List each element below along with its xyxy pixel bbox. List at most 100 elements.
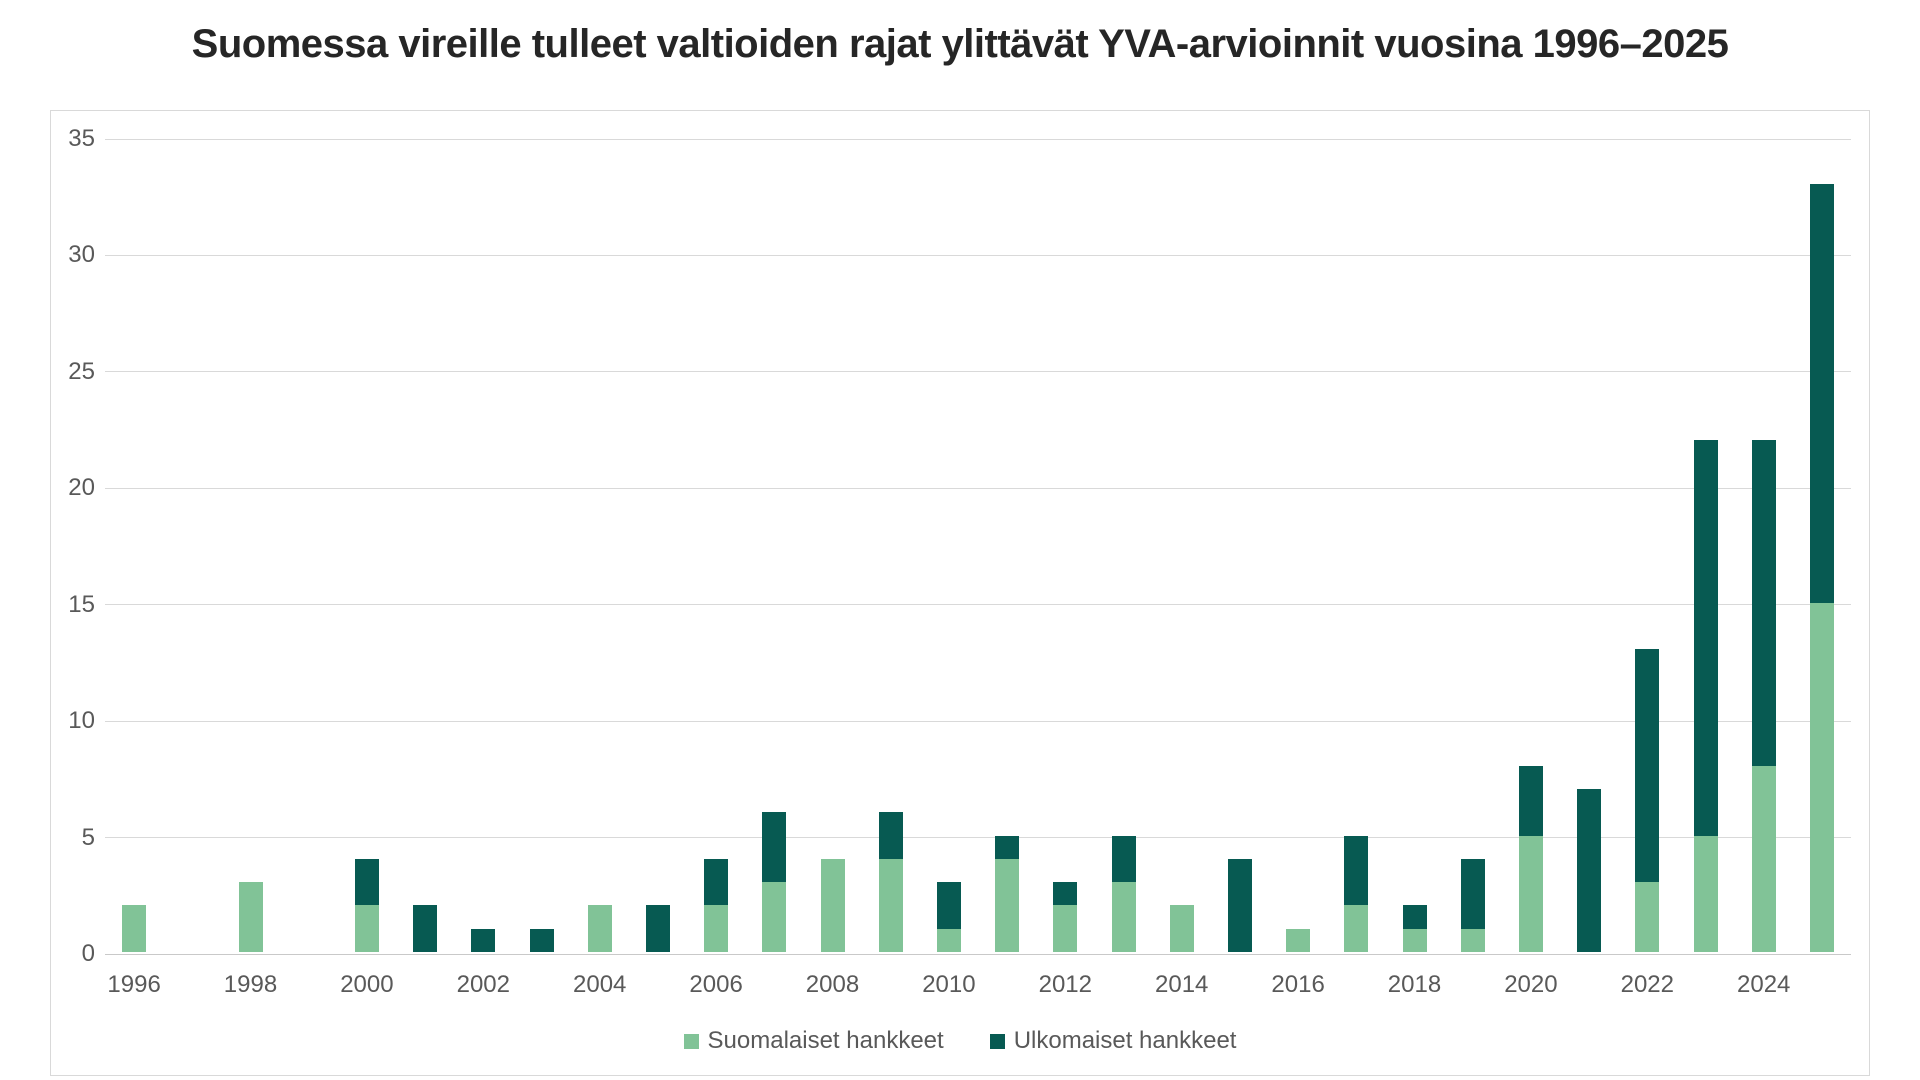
bar-2003-ulkomaiset-segment (529, 928, 554, 952)
bar-2024-suomalaiset-segment (1751, 765, 1776, 952)
bar-2006-ulkomaiset-segment (704, 858, 729, 906)
bar-2023-suomalaiset-segment (1693, 835, 1718, 952)
bar-2011-ulkomaiset-segment (995, 835, 1020, 859)
bar-2020-suomalaiset-segment (1518, 835, 1543, 952)
bar-2015 (1227, 858, 1252, 952)
bar-2021 (1577, 789, 1602, 952)
bar-2000 (354, 858, 379, 952)
y-tick-label-10: 10 (68, 707, 95, 735)
x-tick-label-2012: 2012 (1038, 971, 1092, 998)
bar-2019 (1460, 858, 1485, 952)
bar-2004 (587, 905, 612, 952)
bar-2013-suomalaiset-segment (1111, 882, 1136, 952)
x-tick-label-2010: 2010 (922, 971, 976, 998)
y-tick-label-25: 25 (68, 357, 95, 385)
bar-2018 (1402, 905, 1427, 952)
bar-2025-ulkomaiset-segment (1809, 183, 1834, 603)
bar-2011 (995, 835, 1020, 952)
y-tick-label-15: 15 (68, 590, 95, 618)
gridline-20 (105, 487, 1851, 489)
plot-area: 0 5 10 15 20 25 30 35 1996 1998 2000 2002 2004 2006 20… (51, 111, 1869, 1075)
y-tick-label-20: 20 (68, 474, 95, 502)
bar-2000-ulkomaiset-segment (354, 858, 379, 906)
bar-2010-suomalaiset-segment (936, 928, 961, 952)
bar-2005-ulkomaiset-segment (645, 905, 670, 952)
bar-2025-suomalaiset-segment (1809, 602, 1834, 952)
bar-2007 (762, 812, 787, 952)
x-tick-label-2024: 2024 (1736, 971, 1791, 998)
x-tick-label-2008: 2008 (805, 971, 860, 998)
bar-2021-ulkomaiset-segment (1577, 789, 1602, 952)
gridline-5 (105, 837, 1851, 839)
bar-2016-suomalaiset-segment (1286, 928, 1311, 952)
bar-1996 (122, 905, 147, 952)
bar-2014-suomalaiset-segment (1169, 905, 1194, 952)
bar-2022-ulkomaiset-segment (1635, 649, 1660, 883)
bar-2008 (820, 858, 845, 952)
bar-2018-suomalaiset-segment (1402, 928, 1427, 952)
x-axis-line (105, 953, 1851, 955)
bar-2020 (1518, 765, 1543, 952)
x-tick-label-2006: 2006 (689, 971, 743, 998)
bar-1998 (238, 882, 263, 952)
x-tick-label-2002: 2002 (456, 971, 510, 998)
bar-2020-ulkomaiset-segment (1518, 765, 1543, 836)
y-tick-label-35: 35 (68, 125, 95, 152)
bar-2023 (1693, 439, 1718, 952)
bar-2025 (1809, 183, 1834, 952)
x-tick-label-1996: 1996 (107, 971, 161, 998)
bar-2010-ulkomaiset-segment (936, 882, 961, 929)
chart-legend: Suomalaiset hankkeet Ulkomaiset hankkeet (51, 1027, 1869, 1055)
bar-2009-suomalaiset-segment (878, 858, 903, 952)
gridline-35 (105, 138, 1851, 140)
bar-2024-ulkomaiset-segment (1751, 439, 1776, 766)
bar-2016 (1286, 928, 1311, 952)
bar-2014 (1169, 905, 1194, 952)
bar-2019-suomalaiset-segment (1460, 928, 1485, 952)
bar-2019-ulkomaiset-segment (1460, 858, 1485, 929)
bar-2012-ulkomaiset-segment (1053, 882, 1078, 906)
gridline-25 (105, 371, 1851, 373)
gridline-30 (105, 254, 1851, 256)
bar-2017 (1344, 835, 1369, 952)
bar-2022-suomalaiset-segment (1635, 882, 1660, 952)
x-tick-label-2022: 2022 (1620, 971, 1674, 998)
bar-2003 (529, 928, 554, 952)
y-tick-label-0: 0 (81, 940, 95, 967)
chart-frame: 0 5 10 15 20 25 30 35 1996 1998 2000 2002 2004 2006 20… (50, 110, 1870, 1076)
bar-2007-suomalaiset-segment (762, 882, 787, 952)
gridline-10 (105, 720, 1851, 722)
bar-2013 (1111, 835, 1136, 952)
bar-2012-suomalaiset-segment (1053, 905, 1078, 952)
bar-2009 (878, 812, 903, 952)
bar-2005 (645, 905, 670, 952)
bar-2018-ulkomaiset-segment (1402, 905, 1427, 929)
bar-2001-ulkomaiset-segment (413, 905, 438, 952)
legend-item-ulkomaiset: Ulkomaiset hankkeet (989, 1027, 1237, 1055)
bar-2008-suomalaiset-segment (820, 858, 845, 952)
gridline-15 (105, 604, 1851, 606)
x-tick-label-2004: 2004 (572, 971, 627, 998)
x-tick-label-2000: 2000 (340, 971, 394, 998)
y-tick-label-5: 5 (81, 823, 95, 851)
bar-2006-suomalaiset-segment (704, 905, 729, 952)
bar-2011-suomalaiset-segment (995, 858, 1020, 952)
legend-swatch-ulkomaiset-icon (989, 1033, 1005, 1049)
bar-2022 (1635, 649, 1660, 952)
chart-title: Suomessa vireille tulleet valtioiden raj… (191, 22, 1729, 66)
legend-swatch-suomalaiset-icon (683, 1033, 699, 1049)
bar-2013-ulkomaiset-segment (1111, 835, 1136, 883)
bar-2012 (1053, 882, 1078, 952)
bar-2006 (704, 858, 729, 952)
x-tick-label-2018: 2018 (1387, 971, 1442, 998)
bar-2009-ulkomaiset-segment (878, 812, 903, 859)
bar-1998-suomalaiset-segment (238, 882, 263, 952)
bar-2000-suomalaiset-segment (354, 905, 379, 952)
bar-1996-suomalaiset-segment (122, 905, 147, 952)
x-tick-label-2014: 2014 (1154, 971, 1209, 998)
bar-2002-ulkomaiset-segment (471, 928, 496, 952)
bar-2023-ulkomaiset-segment (1693, 439, 1718, 836)
bar-2002 (471, 928, 496, 952)
x-tick-label-2020: 2020 (1504, 971, 1558, 998)
legend-label-ulkomaiset: Ulkomaiset hankkeet (1013, 1027, 1237, 1054)
